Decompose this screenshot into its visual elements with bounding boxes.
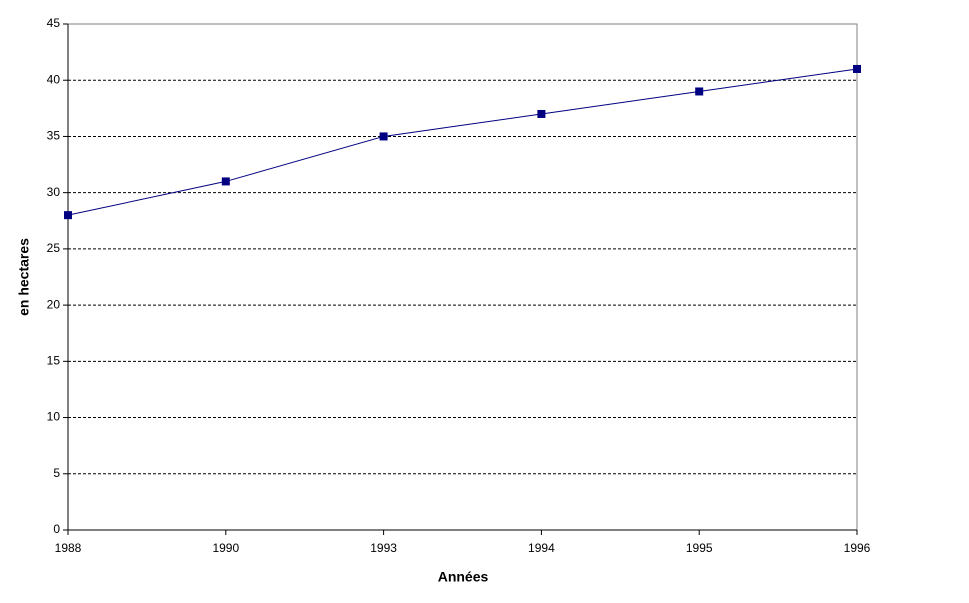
- y-tick-label: 25: [47, 241, 61, 255]
- data-line: [67, 68, 858, 216]
- y-axis-title: en hectares: [16, 238, 32, 316]
- data-point: [379, 132, 388, 141]
- y-tick-label: 0: [53, 522, 60, 536]
- data-point: [695, 87, 704, 96]
- y-tick-label: 10: [47, 410, 61, 424]
- y-tick-label: 40: [47, 72, 61, 86]
- x-axis-title: Années: [438, 569, 489, 585]
- data-point: [221, 177, 230, 186]
- x-tick-label: 1994: [528, 541, 555, 555]
- y-tick-label: 20: [47, 297, 61, 311]
- y-tick-label: 45: [47, 16, 61, 30]
- data-point: [537, 109, 546, 118]
- data-point: [64, 211, 72, 220]
- y-tick-label: 30: [47, 185, 61, 199]
- y-tick-label: 5: [53, 466, 60, 480]
- x-tick-label: 1996: [844, 541, 871, 555]
- y-tick-label: 35: [47, 129, 61, 143]
- plot-frame: [68, 23, 858, 530]
- x-tick-label: 1988: [55, 541, 82, 555]
- data-point: [853, 64, 861, 73]
- x-tick-label: 1995: [686, 541, 713, 555]
- y-tick-label: 15: [47, 354, 61, 368]
- x-tick-label: 1993: [370, 541, 397, 555]
- x-tick-label: 1990: [212, 541, 239, 555]
